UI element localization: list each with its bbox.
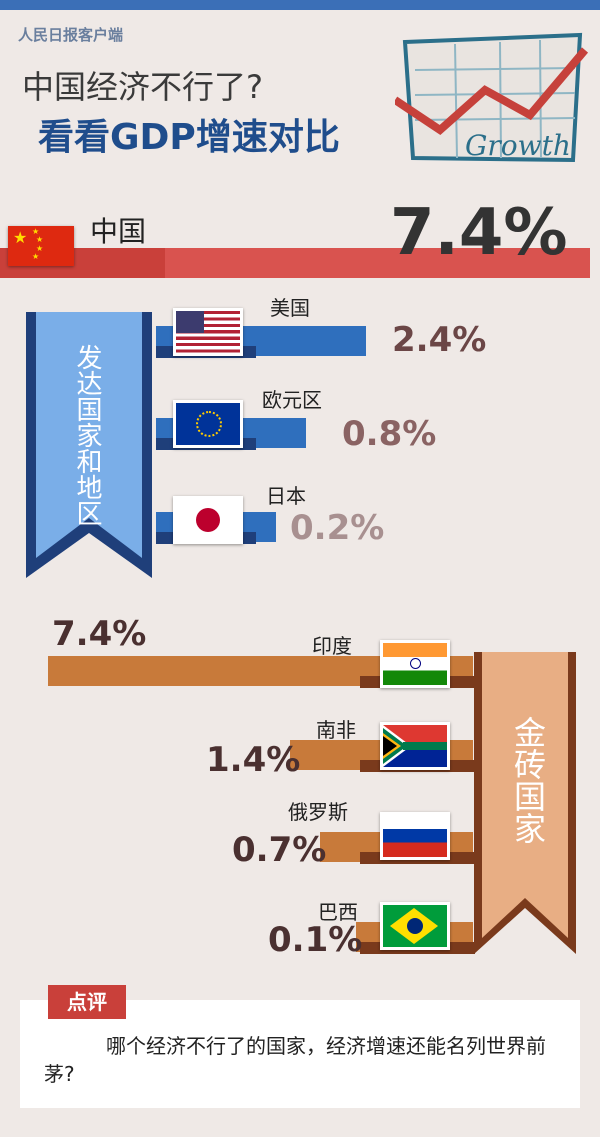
value-developed-0: 2.4% xyxy=(392,320,487,360)
star-icon: ★ xyxy=(32,227,40,236)
label-brics-3: 巴西 xyxy=(318,900,358,924)
china-flag: ★ ★ ★ ★ ★ xyxy=(8,226,74,266)
growth-chart-icon: Growth xyxy=(395,32,589,163)
developed-group-label: 发达国家和地区 xyxy=(72,344,102,526)
value-brics-0: 7.4% xyxy=(52,614,147,654)
value-developed-1: 0.8% xyxy=(342,414,437,454)
developed-banner xyxy=(26,312,152,578)
star-icon: ★ xyxy=(32,252,40,261)
value-brics-3: 0.1% xyxy=(268,920,363,960)
russia-flag xyxy=(380,812,450,860)
label-brics-2: 俄罗斯 xyxy=(288,800,348,824)
value-brics-1: 1.4% xyxy=(206,740,301,780)
brazil-flag xyxy=(380,902,450,950)
india-flag xyxy=(380,640,450,688)
growth-text: Growth xyxy=(465,129,571,162)
star-icon: ★ xyxy=(36,244,44,253)
top-bar xyxy=(0,0,600,10)
south-africa-flag xyxy=(380,722,450,770)
china-label: 中国 xyxy=(90,215,147,248)
star-icon: ★ xyxy=(13,228,28,247)
japan-flag xyxy=(173,496,243,544)
label-brics-0: 印度 xyxy=(312,634,352,658)
brics-banner xyxy=(474,652,576,954)
eu-flag xyxy=(173,400,243,448)
comment-text: 哪个经济不行了的国家，经济增速还能名列世界前茅? xyxy=(44,1034,546,1086)
label-brics-1: 南非 xyxy=(316,718,356,742)
us-flag xyxy=(173,308,243,356)
label-developed-2: 日本 xyxy=(266,484,306,508)
title-line2: 看看GDP增速对比 xyxy=(38,117,340,158)
star-icon: ★ xyxy=(36,235,44,244)
china-value: 7.4% xyxy=(390,196,568,270)
value-developed-2: 0.2% xyxy=(290,508,385,548)
label-developed-0: 美国 xyxy=(270,296,310,320)
label-developed-1: 欧元区 xyxy=(262,388,322,412)
title-line1: 中国经济不行了? xyxy=(22,68,263,106)
comment-tag: 点评 xyxy=(48,985,126,1019)
brand-logo: 人民日报客户端 xyxy=(18,26,124,44)
brics-group-label: 金砖国家 xyxy=(509,716,547,844)
value-brics-2: 0.7% xyxy=(232,830,327,870)
